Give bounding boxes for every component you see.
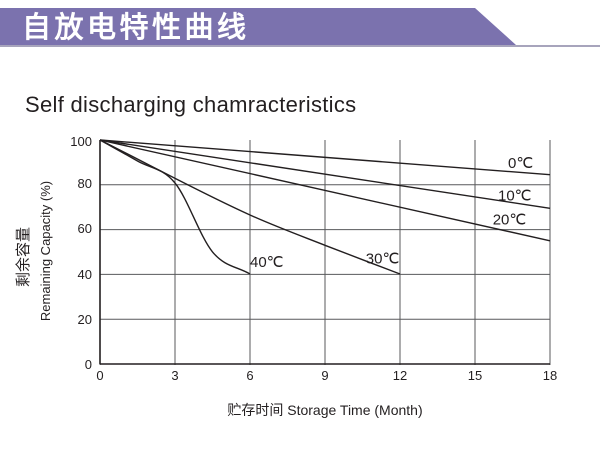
svg-text:0: 0 <box>96 368 103 383</box>
svg-text:贮存时间 Storage Time (Month): 贮存时间 Storage Time (Month) <box>227 402 422 418</box>
svg-text:10℃: 10℃ <box>498 188 532 205</box>
svg-text:20℃: 20℃ <box>493 212 527 229</box>
svg-text:15: 15 <box>468 368 482 383</box>
svg-text:9: 9 <box>321 368 328 383</box>
svg-text:100: 100 <box>70 134 92 149</box>
svg-text:12: 12 <box>393 368 407 383</box>
svg-text:30℃: 30℃ <box>366 250 400 267</box>
svg-text:3: 3 <box>171 368 178 383</box>
svg-text:Remaining Capacity (%): Remaining Capacity (%) <box>38 181 53 321</box>
svg-text:80: 80 <box>78 176 92 191</box>
svg-text:18: 18 <box>543 368 557 383</box>
svg-text:0: 0 <box>85 357 92 372</box>
svg-text:60: 60 <box>78 221 92 236</box>
svg-text:40℃: 40℃ <box>250 254 284 271</box>
svg-text:剩余容量: 剩余容量 <box>14 227 32 287</box>
svg-text:20: 20 <box>78 312 92 327</box>
svg-text:40: 40 <box>78 267 92 282</box>
svg-text:0℃: 0℃ <box>508 155 533 172</box>
svg-text:6: 6 <box>246 368 253 383</box>
